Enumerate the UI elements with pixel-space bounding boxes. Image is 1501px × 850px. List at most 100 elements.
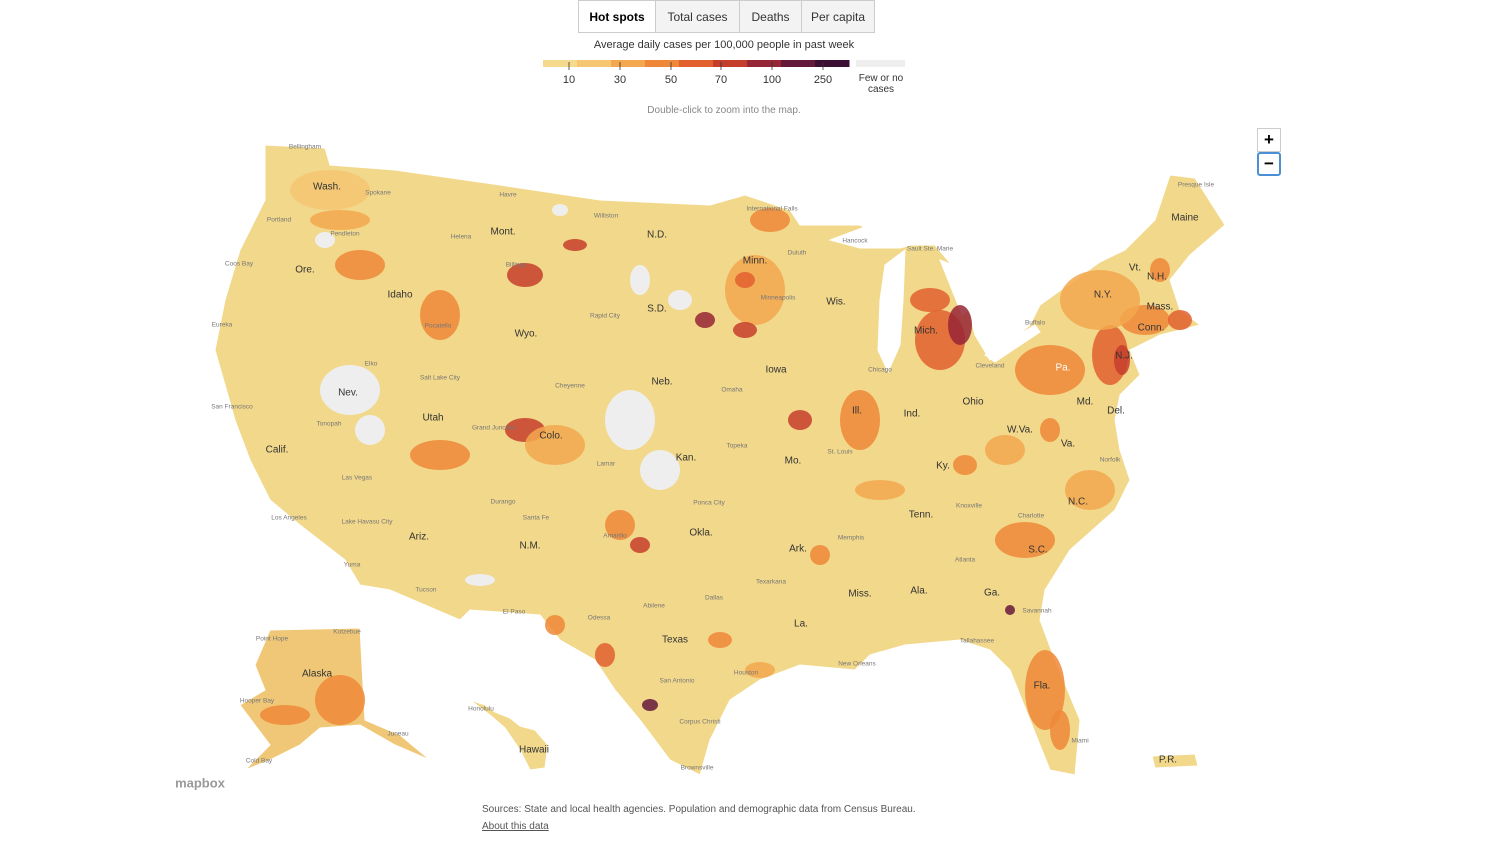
legend-swatch (781, 60, 816, 67)
legend-none-label: Few or no cases (858, 73, 904, 95)
no-data (315, 232, 335, 248)
state-label: S.D. (647, 304, 666, 315)
hotspot (735, 272, 755, 288)
city-label: Honolulu (468, 706, 494, 713)
state-label: Wis. (826, 297, 845, 308)
state-label: Wyo. (515, 329, 538, 340)
state-label: Mont. (490, 227, 515, 238)
hotspot (410, 440, 470, 470)
state-label: Ore. (295, 265, 314, 276)
hotspot (810, 545, 830, 565)
hotspot (750, 208, 790, 232)
mapbox-logo: mapbox (175, 775, 226, 790)
no-data (355, 415, 385, 445)
city-label: Yuma (344, 562, 361, 569)
state-label: Ga. (984, 588, 1000, 599)
hotspot (507, 263, 543, 287)
hotspot (1025, 650, 1065, 730)
city-label: Charlotte (1018, 513, 1045, 520)
city-label: Los Angeles (271, 515, 307, 522)
tab[interactable]: Per capita (802, 1, 874, 32)
state-label: Alaska (302, 669, 332, 680)
state-label: Md. (1077, 397, 1094, 408)
city-label: San Francisco (211, 404, 253, 411)
city-label: Houston (734, 670, 759, 677)
hotspot (695, 312, 715, 328)
city-label: Coos Bay (225, 261, 254, 268)
state-label: Mass. (1147, 302, 1174, 313)
city-label: Cleveland (976, 363, 1005, 370)
state-label: P.R. (1159, 755, 1177, 766)
tab[interactable]: Hot spots (579, 1, 656, 32)
hotspot (605, 510, 635, 540)
hint: Double-click to zoom into the map. (647, 105, 801, 116)
about-link[interactable]: About this data (482, 821, 549, 832)
city-label: Tucson (415, 587, 436, 594)
city-label: Omaha (721, 387, 743, 394)
tabs: Hot spots Total cases Deaths Per capita (578, 0, 875, 33)
hotspot (1060, 270, 1140, 330)
city-label: Spokane (365, 190, 391, 197)
state-label: Va. (1061, 439, 1075, 450)
legend-swatch (713, 60, 748, 67)
state-label: Idaho (387, 290, 412, 301)
hawaii (469, 699, 549, 771)
hotspot (1005, 605, 1015, 615)
hotspot (1150, 258, 1170, 282)
lake-huron (939, 259, 976, 316)
city-label: Amarillo (603, 533, 627, 540)
hotspot (948, 305, 972, 345)
state-label: Ohio (962, 397, 984, 408)
city-label: Miami (1071, 738, 1088, 745)
hotspot (1114, 345, 1130, 375)
hotspot (545, 615, 565, 635)
no-data (630, 265, 650, 295)
legend-swatch (645, 60, 680, 67)
legend-none-swatch (856, 60, 905, 67)
hotspot (335, 250, 385, 280)
state-label: Utah (422, 413, 443, 424)
legend-swatch (747, 60, 782, 67)
hotspot (1015, 345, 1085, 395)
hotspot (595, 643, 615, 667)
zoom-out[interactable]: − (1257, 152, 1281, 176)
sources: Sources: State and local health agencies… (482, 804, 916, 815)
city-label: El Paso (503, 609, 526, 616)
state-label: Ill. (852, 406, 862, 417)
state-label: W.Va. (1007, 425, 1033, 436)
hotspot (1065, 470, 1115, 510)
hotspot (525, 425, 585, 465)
city-label: Savannah (1022, 608, 1052, 615)
state-label: Tenn. (909, 510, 933, 521)
state-label: Texas (662, 635, 688, 646)
city-label: Helena (451, 234, 472, 241)
city-label: International Falls (746, 206, 798, 213)
puerto-rico (1151, 753, 1199, 769)
hotspot (290, 170, 370, 210)
city-label: San Antonio (659, 678, 694, 685)
tab[interactable]: Total cases (656, 1, 740, 32)
legend-tick-label: 250 (814, 74, 832, 86)
state-label: Minn. (743, 256, 767, 267)
state-label: Ind. (904, 409, 921, 420)
city-label: Cheyenne (555, 383, 585, 390)
city-label: Billings (506, 262, 527, 269)
city-label: Ponca City (693, 500, 725, 507)
city-label: St. Louis (827, 449, 853, 456)
labels: Wash. Ore. Calif. Nev. Idaho Mont. Wyo. Utah Col… (211, 144, 1214, 772)
city-label: Portland (267, 217, 292, 224)
hotspot (642, 699, 658, 711)
state-label: N.C. (1068, 497, 1088, 508)
state-label: Iowa (765, 365, 787, 376)
state-label: Conn. (1138, 323, 1165, 334)
city-label: Sault Ste. Marie (907, 246, 954, 253)
hotspot (725, 255, 785, 325)
state-label: N.H. (1147, 272, 1167, 283)
state-label: Fla. (1034, 681, 1051, 692)
no-data (320, 365, 380, 415)
tab[interactable]: Deaths (740, 1, 802, 32)
zoom-in[interactable]: + (1257, 128, 1281, 152)
legend-tick-label: 70 (715, 74, 727, 86)
state-label: N.Y. (1094, 290, 1112, 301)
legend-swatch (577, 60, 612, 67)
